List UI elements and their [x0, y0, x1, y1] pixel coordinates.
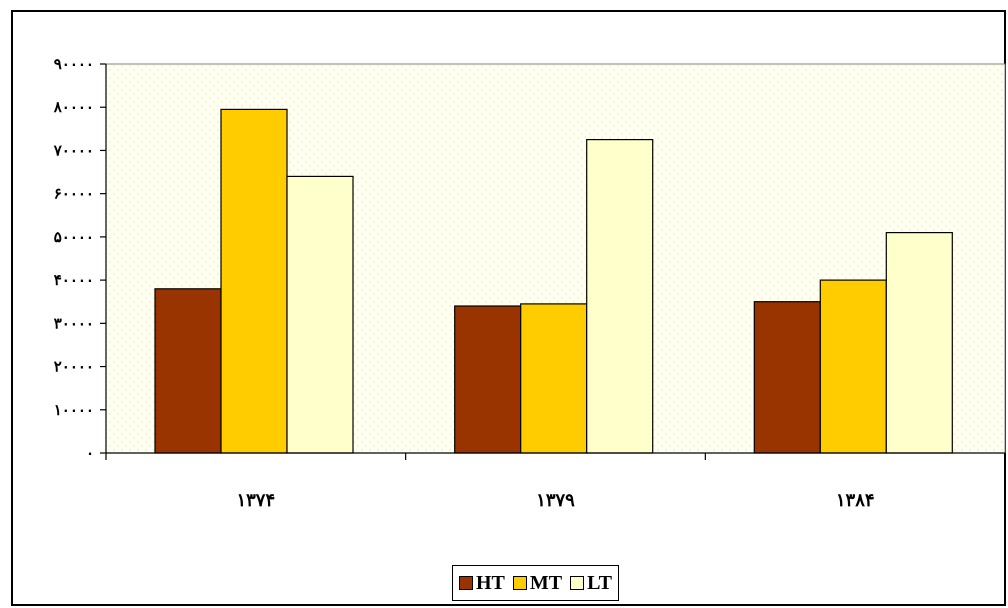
y-tick-label: ۱۰۰۰۰: [54, 401, 94, 419]
y-tick-label: ۲۰۰۰۰: [54, 358, 94, 376]
y-tick-label: ۷۰۰۰۰: [53, 141, 94, 159]
legend-item-ht: HT: [459, 572, 505, 595]
bar-mt-2: [520, 303, 588, 454]
bar-mt-3: [819, 279, 887, 454]
bar-ht-1: [154, 288, 222, 454]
legend-label: MT: [529, 571, 563, 594]
y-tick-label: ۴۰۰۰۰: [54, 271, 94, 289]
y-tick-label: ۳۰۰۰۰: [54, 314, 94, 332]
bar-ht-2: [454, 305, 522, 454]
legend-label: HT: [476, 571, 505, 594]
bar-lt-1: [286, 175, 354, 454]
bar-lt-3: [885, 232, 953, 454]
x-category-label: ۱۳۸۴: [836, 490, 875, 511]
x-category-label: ۱۳۷۹: [536, 490, 575, 511]
y-tick-label: ۵۰۰۰۰: [54, 228, 94, 246]
legend-item-lt: LT: [570, 572, 612, 595]
legend: HT MT LT: [452, 565, 619, 601]
bar-ht-3: [753, 301, 821, 454]
legend-item-mt: MT: [512, 571, 563, 595]
x-category-label: ۱۳۷۴: [236, 490, 275, 511]
legend-swatch: [512, 576, 527, 590]
y-tick-label: ۹۰۰۰۰: [54, 55, 94, 73]
y-tick-label: ۸۰۰۰۰: [53, 98, 94, 116]
bars-group: [154, 108, 953, 454]
axes-group: ۰ ۱۰۰۰۰ ۲۰۰۰۰ ۳۰۰۰۰ ۴۰۰۰۰ ۵۰۰۰۰ ۶۰۰۰۰ ۷۰۰۰۰ ۸۰۰۰…: [53, 55, 1006, 511]
bar-lt-2: [586, 139, 654, 454]
bar-mt-1: [220, 108, 288, 454]
legend-swatch: [459, 576, 473, 590]
y-tick-label: ۰: [86, 444, 94, 462]
legend-label: LT: [587, 571, 612, 594]
y-tick-label: ۶۰۰۰۰: [54, 185, 94, 203]
legend-swatch: [570, 576, 585, 590]
